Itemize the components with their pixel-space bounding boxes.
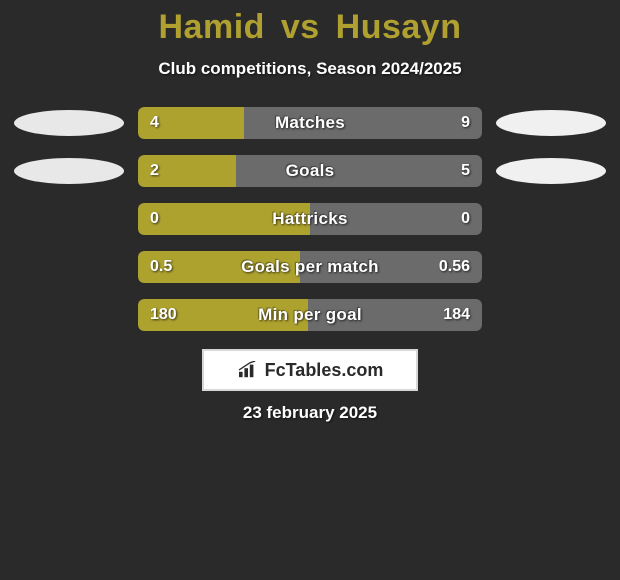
stat-label: Goals — [138, 155, 482, 187]
source-logo-text: FcTables.com — [265, 360, 384, 381]
player2-badge — [496, 110, 606, 136]
comparison-bar: 49Matches — [138, 107, 482, 139]
source-logo[interactable]: FcTables.com — [202, 349, 418, 391]
stat-label: Min per goal — [138, 299, 482, 331]
player1-badge — [14, 158, 124, 184]
stat-row: 25Goals — [0, 155, 620, 187]
bar-chart-icon — [237, 361, 259, 379]
player1-badge — [14, 110, 124, 136]
stat-row: 00Hattricks — [0, 203, 620, 235]
stats-comparison-card: Hamid vs Husayn Club competitions, Seaso… — [0, 0, 620, 580]
comparison-bars: 49Matches 25Goals 00Hattricks 0.50.56Goals … — [0, 107, 620, 331]
comparison-bar: 180184Min per goal — [138, 299, 482, 331]
player2-name: Husayn — [336, 8, 462, 46]
snapshot-date: 23 february 2025 — [0, 403, 620, 423]
stat-row: 49Matches — [0, 107, 620, 139]
subtitle: Club competitions, Season 2024/2025 — [0, 59, 620, 79]
stat-label: Hattricks — [138, 203, 482, 235]
comparison-bar: 00Hattricks — [138, 203, 482, 235]
stat-row: 0.50.56Goals per match — [0, 251, 620, 283]
stat-label: Matches — [138, 107, 482, 139]
player1-name: Hamid — [159, 8, 265, 46]
player2-badge — [496, 158, 606, 184]
stat-label: Goals per match — [138, 251, 482, 283]
stat-row: 180184Min per goal — [0, 299, 620, 331]
comparison-bar: 0.50.56Goals per match — [138, 251, 482, 283]
comparison-bar: 25Goals — [138, 155, 482, 187]
title-vs: vs — [281, 8, 320, 46]
page-title: Hamid vs Husayn — [0, 8, 620, 47]
